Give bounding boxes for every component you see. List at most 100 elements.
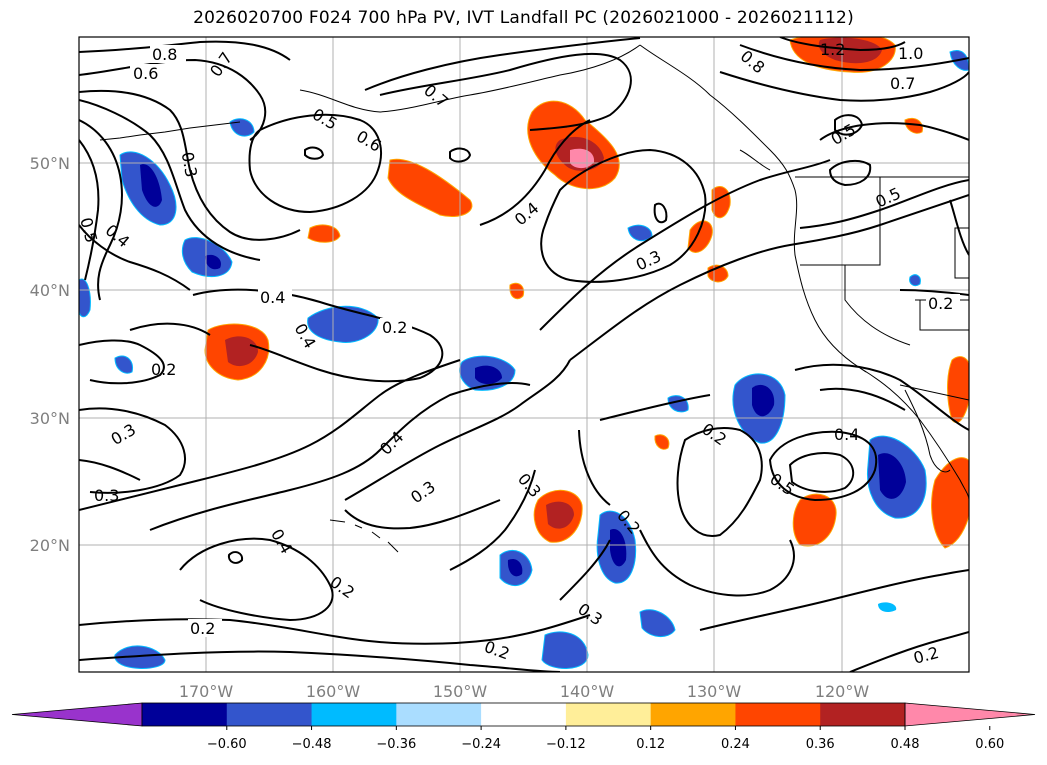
anomaly-blob — [792, 493, 837, 547]
contour-line — [364, 37, 641, 91]
contour-line — [149, 382, 531, 531]
contour-line — [79, 89, 301, 241]
alaska-coast — [299, 44, 641, 113]
contour-line — [719, 71, 969, 102]
contour-line — [79, 359, 461, 511]
colorbar-tick-label: −0.48 — [292, 737, 332, 752]
contour-label: 0.4 — [260, 288, 285, 307]
aleutian-islands — [99, 121, 241, 141]
contour-line — [79, 459, 141, 481]
contour-line — [788, 452, 855, 493]
colorbar-segment — [481, 703, 567, 726]
lon-label: 120°W — [815, 682, 870, 701]
contour-line — [539, 159, 831, 331]
contour-line — [344, 359, 571, 501]
pv-contours — [79, 37, 969, 672]
state-border — [919, 300, 969, 331]
contour-line — [129, 322, 211, 336]
colorbar-tick-label: −0.60 — [207, 737, 247, 752]
map-title: 2026020700 F024 700 hPa PV, IVT Landfall… — [193, 8, 854, 28]
contour-label: 1.0 — [898, 44, 923, 63]
hawaii-islands — [329, 519, 399, 553]
lon-label: 140°W — [560, 682, 615, 701]
anomaly-blob — [114, 355, 134, 374]
contour-line — [192, 288, 444, 383]
state-border — [800, 177, 881, 266]
anomaly-blob — [225, 336, 258, 367]
colorbar-segment — [311, 703, 397, 726]
anomaly-blob — [546, 501, 574, 529]
lat-label: 20°N — [30, 536, 70, 555]
contour-line — [599, 394, 711, 421]
coastlines — [99, 44, 969, 553]
contour-line — [79, 339, 165, 385]
contour-line — [79, 99, 261, 261]
colorbar-segment — [142, 703, 228, 726]
contour-label: 0.6 — [133, 64, 158, 83]
colorbar-segment — [565, 703, 652, 726]
lon-label: 160°W — [306, 682, 361, 701]
contour-line — [849, 631, 969, 672]
anomaly-blob — [947, 356, 969, 423]
contour-line — [248, 113, 382, 214]
state-border — [844, 265, 911, 346]
contour-line — [540, 148, 707, 283]
contour-line — [379, 52, 632, 131]
colorbar-outline — [141, 702, 906, 727]
anomaly-blob — [541, 631, 589, 669]
baja-coast — [904, 389, 951, 473]
colorbar-tick-label: −0.24 — [461, 737, 501, 752]
contour-line — [653, 202, 668, 224]
colorbar-tick-label: 0.12 — [636, 737, 665, 752]
anomaly-blob — [904, 117, 924, 134]
anomaly-blob — [140, 164, 162, 207]
anomaly-blob — [909, 274, 921, 287]
colorbar-extend-low — [11, 702, 143, 727]
island — [954, 227, 969, 279]
north-america-coast — [639, 44, 969, 501]
anomaly-blob — [639, 609, 676, 637]
contour-label: 0.3 — [178, 150, 201, 178]
contour-label: 0.8 — [152, 45, 177, 64]
colorbar-segment — [396, 703, 482, 726]
anomaly-blob — [654, 434, 670, 450]
anomaly-blob — [610, 529, 627, 567]
island — [739, 149, 771, 171]
colorbar: −0.60 −0.48 −0.36 −0.24 −0.12 0.12 0.24 0.36 0.4… — [11, 702, 1036, 752]
contour-line — [779, 37, 906, 52]
colorbar-tick-label: −0.12 — [546, 737, 586, 752]
anomaly-blob — [205, 254, 221, 270]
contour-label: 0.2 — [382, 318, 407, 337]
contour-line — [79, 139, 100, 281]
anomaly-blob — [229, 118, 255, 137]
contour-label: 0.2 — [151, 360, 176, 379]
contour-label: 0.3 — [94, 486, 119, 505]
contour-line — [768, 430, 878, 502]
contour-line — [569, 194, 969, 361]
anomaly-blob — [627, 224, 653, 242]
lon-label: 170°W — [179, 682, 234, 701]
longitude-labels: 170°W 160°W 150°W 140°W 130°W 120°W — [179, 682, 870, 701]
contour-line — [739, 44, 969, 72]
contour-line — [449, 147, 472, 163]
colorbar-segment — [650, 703, 736, 726]
contour-line — [79, 40, 291, 61]
colorbar-segment — [735, 703, 821, 726]
contour-line — [578, 429, 611, 506]
anomaly-blob — [79, 278, 91, 318]
anomaly-blob — [878, 602, 897, 612]
contour-label: 0.7 — [890, 74, 915, 93]
contour-line — [79, 224, 191, 291]
contour-label: 0.4 — [834, 425, 859, 444]
contour-line — [699, 569, 969, 631]
lon-label: 130°W — [687, 682, 742, 701]
contour-line — [819, 387, 906, 411]
positive-anomaly-fills — [204, 37, 969, 549]
anomaly-blob — [818, 37, 882, 64]
contour-label: 1.2 — [820, 40, 845, 59]
contour-line — [639, 529, 795, 597]
contour-line — [79, 119, 123, 301]
contour-line — [799, 179, 969, 229]
colorbar-extend-high — [904, 702, 1036, 727]
